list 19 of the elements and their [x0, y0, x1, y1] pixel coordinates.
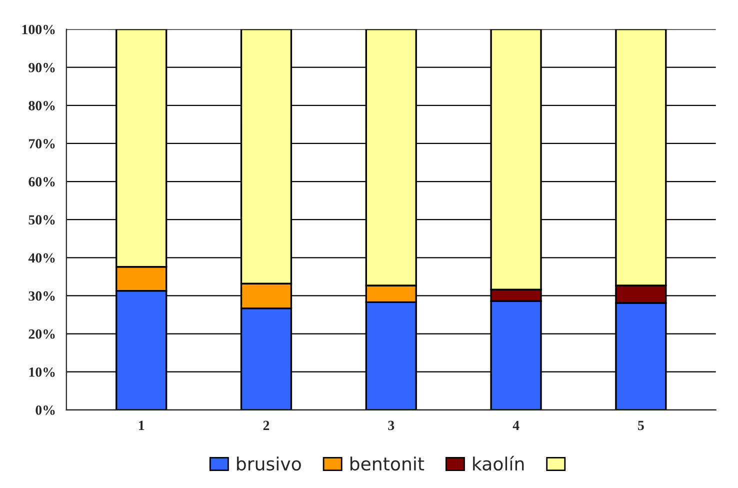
y-tick-label: 10% — [29, 367, 55, 377]
x-tick-label: 1 — [138, 420, 144, 430]
y-tick-label: 30% — [28, 291, 55, 301]
y-tick-label: 0% — [36, 406, 55, 415]
x-tick-label: 3 — [388, 420, 394, 430]
x-tick-label: 5 — [638, 420, 644, 430]
y-tick-label: 70% — [29, 139, 55, 148]
y-tick-label: 80% — [28, 100, 55, 110]
legend-label: brusivo — [237, 456, 301, 471]
y-tick-label: 20% — [28, 329, 55, 339]
y-tick-label: 90% — [28, 62, 55, 72]
y-tick-label: 50% — [28, 215, 55, 225]
x-tick-label: 2 — [263, 420, 270, 430]
y-tick-label: 40% — [28, 253, 55, 263]
y-tick-label: 60% — [28, 177, 55, 187]
legend-label: bentonit — [350, 456, 424, 471]
x-tick-label: 4 — [512, 420, 520, 430]
y-tick-label: 100% — [22, 24, 55, 34]
legend-label: kaolín — [473, 456, 524, 471]
